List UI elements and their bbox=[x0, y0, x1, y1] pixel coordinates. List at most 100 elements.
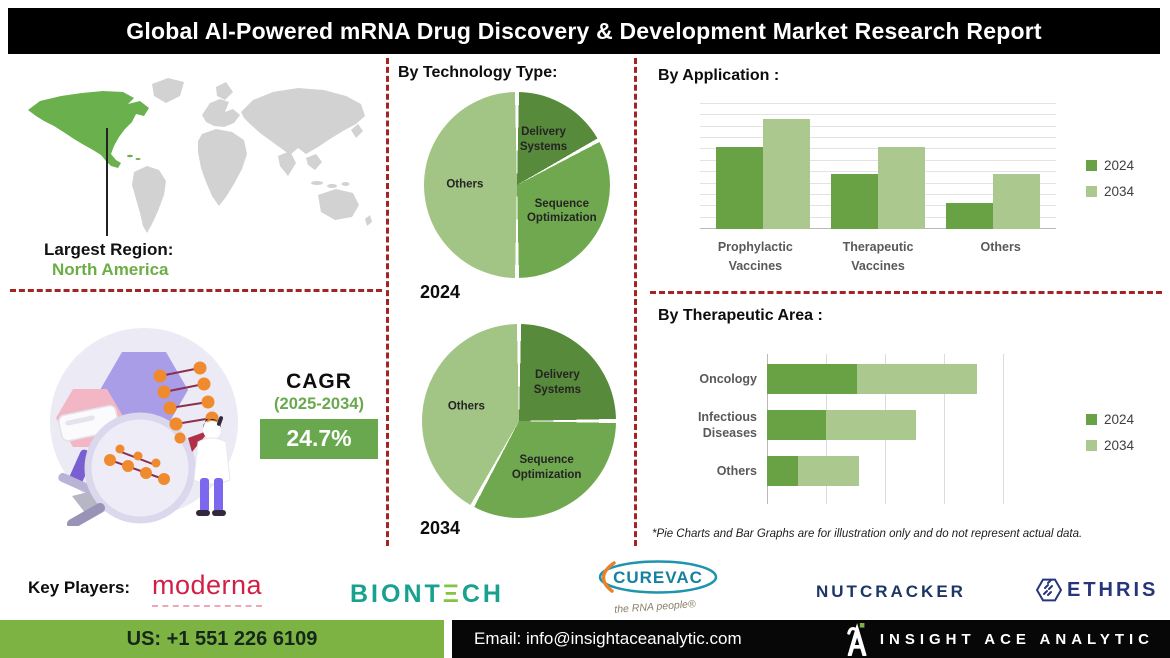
report-title-bar: Global AI-Powered mRNA Drug Discovery & … bbox=[8, 8, 1160, 54]
footer-contact-bar: Email: info@insightaceanalytic.com INSIG… bbox=[452, 620, 1170, 658]
cagr-value-badge: 24.7% bbox=[260, 419, 378, 459]
bar-2024 bbox=[716, 147, 764, 229]
application-category-labels: Prophylactic Vaccines Therapeutic Vaccine… bbox=[694, 238, 1062, 276]
cagr-label: CAGR bbox=[286, 370, 352, 393]
category-label: Oncology bbox=[699, 371, 757, 386]
pie-slice-label: Others bbox=[446, 178, 484, 191]
nutcracker-logo: NUTCRACKER bbox=[816, 582, 966, 601]
bar-row: Oncology bbox=[650, 364, 1080, 394]
bar-segment-2034 bbox=[797, 456, 860, 486]
category-label: Infectious Diseases bbox=[697, 409, 757, 440]
therapeutic-legend: 2024 2034 bbox=[1086, 412, 1134, 453]
bar-segment-2024 bbox=[767, 410, 826, 440]
gridline bbox=[700, 103, 1056, 104]
divider-vertical-left bbox=[386, 58, 389, 546]
divider-vertical-right bbox=[634, 58, 637, 546]
pie-2034-year-label: 2034 bbox=[420, 518, 461, 538]
key-players-label: Key Players: bbox=[28, 578, 131, 597]
insight-ace-logo-icon bbox=[847, 622, 867, 656]
email-address: Email: info@insightaceanalytic.com bbox=[474, 629, 742, 648]
therapeutic-bar-chart: Oncology Infectious Diseases Others bbox=[650, 352, 1080, 512]
application-legend: 2024 2034 bbox=[1086, 158, 1134, 199]
ethris-logo: ETHRIS bbox=[1036, 577, 1158, 603]
bar-segment-2034 bbox=[856, 364, 978, 394]
bar-group bbox=[830, 147, 925, 229]
bar-2034 bbox=[763, 118, 811, 229]
curevac-logo-mark: CUREVAC bbox=[598, 560, 718, 594]
largest-region-value: North America bbox=[52, 260, 169, 279]
pie-slice-label: Delivery Systems bbox=[533, 368, 582, 396]
legend-label-2034: 2034 bbox=[1104, 438, 1135, 453]
biontech-logo: BIONTΞCH bbox=[350, 580, 504, 608]
bar-2024 bbox=[830, 174, 878, 229]
legend-item-2024: 2024 bbox=[1086, 158, 1134, 173]
ethris-wordmark: ETHRIS bbox=[1067, 578, 1159, 601]
pie-slice-label: Sequence Optimization bbox=[511, 453, 582, 481]
bar-2024 bbox=[945, 202, 993, 229]
report-title: Global AI-Powered mRNA Drug Discovery & … bbox=[126, 17, 1042, 44]
dna-research-illustration bbox=[50, 328, 238, 529]
footer-phone-bar: US: +1 551 226 6109 bbox=[0, 620, 444, 658]
bar-row: Infectious Diseases bbox=[650, 410, 1080, 440]
region-pointer-line bbox=[106, 128, 108, 236]
pie-chart-2024: Delivery Systems Sequence Optimization Oth… bbox=[424, 92, 610, 278]
bar-track bbox=[767, 364, 978, 394]
bar-2034 bbox=[992, 174, 1040, 229]
bar-group bbox=[716, 118, 811, 229]
pie-2034-circle: Delivery Systems Sequence Optimization Oth… bbox=[422, 324, 616, 518]
legend-swatch-2034 bbox=[1086, 186, 1097, 197]
section-title-application: By Application : bbox=[658, 67, 780, 84]
legend-item-2034: 2034 bbox=[1086, 184, 1134, 199]
application-chart-bars bbox=[700, 104, 1056, 229]
pie-2024-circle: Delivery Systems Sequence Optimization Oth… bbox=[424, 92, 610, 278]
largest-region-label: Largest Region: bbox=[44, 240, 174, 259]
gridline bbox=[700, 125, 1056, 127]
bar-segment-2024 bbox=[767, 364, 857, 394]
bar-2034 bbox=[877, 147, 925, 229]
pie-chart-2034: Delivery Systems Sequence Optimization Oth… bbox=[422, 324, 616, 518]
legend-swatch-2024 bbox=[1086, 160, 1097, 171]
gridline bbox=[700, 137, 1056, 139]
legend-label-2034: 2034 bbox=[1104, 184, 1135, 199]
curevac-tagline: the RNA people® bbox=[613, 598, 697, 616]
curevac-logo: CUREVAC the RNA people® bbox=[588, 558, 722, 616]
section-title-therapeutic: By Therapeutic Area : bbox=[658, 307, 823, 324]
gridline bbox=[1003, 354, 1004, 504]
bar-group bbox=[945, 174, 1040, 229]
world-map-svg bbox=[28, 78, 372, 233]
category-label: Others bbox=[980, 240, 1021, 254]
phone-number: US: +1 551 226 6109 bbox=[126, 627, 318, 650]
bar-row: Others bbox=[650, 456, 1080, 486]
moderna-logo: moderna bbox=[152, 570, 263, 607]
pie-2024-year-label: 2024 bbox=[420, 282, 461, 302]
legend-swatch-2034 bbox=[1086, 440, 1097, 451]
brand-block: INSIGHT ACE ANALYTIC bbox=[846, 622, 1154, 656]
bar-segment-2034 bbox=[826, 410, 916, 440]
brand-name: INSIGHT ACE ANALYTIC bbox=[879, 630, 1154, 648]
divider-horizontal-left bbox=[10, 289, 382, 292]
bar-track bbox=[767, 456, 860, 486]
cagr-period: (2025-2034) bbox=[274, 395, 364, 413]
legend-item-2034: 2034 bbox=[1086, 438, 1134, 453]
gridline bbox=[700, 114, 1056, 116]
bar-track bbox=[767, 410, 916, 440]
section-title-technology: By Technology Type: bbox=[398, 64, 558, 81]
pie-slice-label: Delivery Systems bbox=[519, 126, 568, 154]
ethris-hexagon-icon bbox=[1036, 578, 1062, 602]
legend-swatch-2024 bbox=[1086, 414, 1097, 425]
pie-slice-label: Sequence Optimization bbox=[526, 197, 597, 225]
legend-item-2024: 2024 bbox=[1086, 412, 1134, 427]
category-label: Others bbox=[716, 463, 757, 478]
application-bar-chart bbox=[700, 103, 1056, 229]
gridline bbox=[944, 354, 945, 504]
curevac-wordmark: CUREVAC bbox=[613, 568, 703, 587]
category-label: Therapeutic Vaccines bbox=[842, 240, 914, 273]
legend-label-2024: 2024 bbox=[1104, 412, 1135, 427]
disclaimer-note: *Pie Charts and Bar Graphs are for illus… bbox=[652, 528, 1083, 540]
therapeutic-chart-rows: Oncology Infectious Diseases Others bbox=[650, 352, 1080, 502]
pie-slice-label: Others bbox=[447, 401, 485, 414]
divider-horizontal-right bbox=[650, 291, 1162, 294]
legend-label-2024: 2024 bbox=[1104, 158, 1135, 173]
world-map bbox=[18, 70, 378, 250]
